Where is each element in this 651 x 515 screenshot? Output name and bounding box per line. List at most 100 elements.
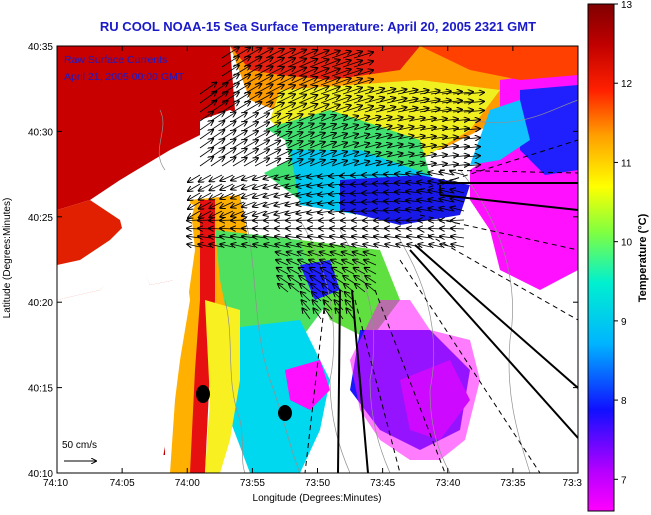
current-vector-arrow xyxy=(419,118,436,121)
y-tick-label: 40:25 xyxy=(28,213,53,224)
current-vector-arrow xyxy=(441,92,462,95)
current-vector-arrow xyxy=(331,69,351,77)
current-vector-arrow xyxy=(451,236,465,238)
current-vector-arrow xyxy=(287,123,303,131)
current-vector-arrow xyxy=(287,141,303,149)
current-vector-arrow xyxy=(221,157,236,167)
current-vector-arrow xyxy=(232,102,250,113)
current-vector-arrow xyxy=(364,144,380,149)
current-vector-arrow xyxy=(375,117,392,122)
current-vector-arrow xyxy=(353,61,373,68)
current-vector-arrow xyxy=(298,95,317,104)
current-vector-arrow xyxy=(342,116,358,122)
current-vector-arrow xyxy=(364,153,380,158)
current-vector-arrow xyxy=(375,144,392,149)
colorbar-tick-label: 7 xyxy=(621,475,627,486)
current-vector-arrow xyxy=(309,115,325,122)
transect-solid-6 xyxy=(351,289,369,473)
current-vector-arrow xyxy=(452,110,473,112)
scale-arrow-label: 50 cm/s xyxy=(62,440,97,451)
current-vector-arrow xyxy=(288,276,300,284)
x-axis-label: Longitude (Degrees:Minutes) xyxy=(253,493,382,504)
current-vector-arrow xyxy=(419,163,436,166)
current-vector-arrow xyxy=(309,68,329,77)
current-vector-arrow xyxy=(331,96,351,104)
current-vector-arrow xyxy=(243,131,258,140)
current-vector-arrow xyxy=(331,105,351,113)
land xyxy=(57,110,290,473)
current-vector-arrow xyxy=(386,162,403,167)
current-vector-arrow xyxy=(386,144,403,149)
transect-dashed-1 xyxy=(419,139,578,191)
current-vector-arrow xyxy=(309,124,325,131)
current-vector-arrow xyxy=(397,145,414,148)
current-vector-arrow xyxy=(353,125,369,131)
current-vector-arrow xyxy=(375,126,392,131)
current-vector-arrow xyxy=(452,146,469,148)
sst-band-magenta-small xyxy=(285,360,330,410)
current-vector-arrow xyxy=(463,138,480,139)
contour-6 xyxy=(469,99,578,124)
current-vector-arrow xyxy=(221,112,236,122)
current-vector-arrow xyxy=(278,284,289,293)
current-vector-arrow xyxy=(408,163,425,166)
current-vector-arrow xyxy=(397,118,414,121)
sst-band-magenta-southeast xyxy=(350,300,480,460)
current-vector-arrow xyxy=(408,136,425,139)
current-vector-arrow xyxy=(199,130,213,140)
current-vector-arrow xyxy=(365,276,377,284)
current-vector-arrow xyxy=(320,87,340,95)
x-axis: 74:10 74:05 74:00 73:55 73:50 73:45 73:40 73:35… xyxy=(43,46,582,489)
current-vector-arrow xyxy=(199,112,213,122)
current-vector-arrow xyxy=(451,198,465,202)
current-vector-arrow xyxy=(188,210,201,218)
transect-dashed-7 xyxy=(304,299,326,473)
current-vector-arrow xyxy=(312,292,322,302)
current-vector-arrow xyxy=(463,129,480,130)
current-vector-arrow xyxy=(320,96,340,104)
current-vectors xyxy=(187,47,484,320)
current-vector-arrow xyxy=(276,67,295,77)
current-vector-arrow xyxy=(199,157,213,167)
transect-dashed-3 xyxy=(419,229,578,321)
transect-dashed-4 xyxy=(399,259,541,473)
current-vector-arrow xyxy=(320,69,340,77)
current-vector-arrow xyxy=(386,135,403,140)
current-vector-arrow xyxy=(265,114,280,122)
current-vector-arrow xyxy=(354,268,366,275)
current-vector-arrow xyxy=(419,127,436,130)
radar-site-marker-2 xyxy=(278,405,292,421)
current-vector-arrow xyxy=(463,110,484,112)
current-vector-arrow xyxy=(232,113,247,122)
x-tick-label: 73:35 xyxy=(500,478,525,489)
current-vector-arrow xyxy=(386,153,403,158)
contour-8 xyxy=(224,299,246,473)
legend-currents-date: April 21, 2005 00:00 GMT xyxy=(64,71,185,83)
current-vector-arrow xyxy=(276,85,295,95)
current-vector-arrow xyxy=(353,97,373,104)
current-vector-arrow xyxy=(353,79,373,86)
current-vector-arrow xyxy=(353,70,373,77)
current-vector-arrow xyxy=(331,78,351,86)
current-vector-arrow xyxy=(287,95,306,104)
current-vector-arrow xyxy=(188,192,201,200)
current-vector-arrow xyxy=(210,201,223,208)
current-vector-arrow xyxy=(441,101,462,104)
current-vector-arrow xyxy=(332,268,344,275)
current-vector-arrow xyxy=(288,268,300,275)
current-vector-arrow xyxy=(276,58,295,68)
current-vector-arrow xyxy=(221,148,236,158)
current-vector-arrow xyxy=(300,284,311,293)
current-vector-arrow xyxy=(221,47,239,59)
current-vector-arrow xyxy=(287,59,306,68)
colorbar: 13 12 11 10 9 8 7 Temperature (°C) xyxy=(587,0,649,512)
current-vector-arrow xyxy=(463,156,480,157)
current-vector-arrow xyxy=(342,161,358,167)
current-vector-arrow xyxy=(254,122,269,131)
x-tick-label: 74:00 xyxy=(175,478,200,489)
current-vector-arrow xyxy=(276,123,291,131)
current-vector-arrow xyxy=(342,97,362,104)
current-vector-arrow xyxy=(199,174,212,182)
current-vector-arrow xyxy=(333,284,344,293)
current-vector-arrow xyxy=(430,164,447,166)
